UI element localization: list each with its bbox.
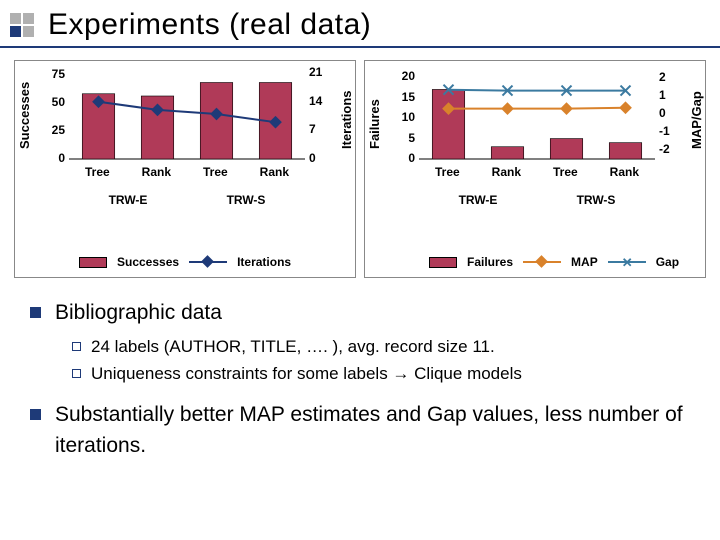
x-cat: Tree bbox=[553, 165, 578, 179]
x-group: TRW-E bbox=[69, 193, 187, 207]
bullet-1: Bibliographic data bbox=[30, 298, 690, 328]
bullets: Bibliographic data 24 labels (AUTHOR, TI… bbox=[0, 278, 720, 461]
legend-label: Failures bbox=[467, 255, 513, 269]
legend-label: Gap bbox=[656, 255, 679, 269]
x-category-labels: Tree Rank Tree Rank bbox=[419, 165, 655, 179]
bullet-square-icon bbox=[30, 409, 41, 420]
sub-bullet-1a: 24 labels (AUTHOR, TITLE, …. ), avg. rec… bbox=[72, 336, 690, 359]
bullet-2: Substantially better MAP estimates and G… bbox=[30, 400, 690, 461]
bullet-2-text: Substantially better MAP estimates and G… bbox=[55, 400, 690, 461]
charts-row: SuccessesIterations0255075071421TreeRank… bbox=[0, 60, 720, 278]
left-chart: SuccessesIterations0255075071421TreeRank… bbox=[14, 60, 356, 278]
x-group-labels: TRW-ETRW-S bbox=[69, 193, 305, 207]
legend-label: Iterations bbox=[237, 255, 291, 269]
x-group: TRW-S bbox=[537, 193, 655, 207]
x-category-labels: Tree Rank Tree Rank bbox=[69, 165, 305, 179]
x-group: TRW-E bbox=[419, 193, 537, 207]
legend: Failures MAP ✕ Gap bbox=[429, 255, 679, 269]
x-cat: Tree bbox=[435, 165, 460, 179]
x-group-labels: TRW-ETRW-S bbox=[419, 193, 655, 207]
legend-label: Successes bbox=[117, 255, 179, 269]
sub-bullet-1a-text: 24 labels (AUTHOR, TITLE, …. ), avg. rec… bbox=[91, 336, 495, 359]
slide-title: Experiments (real data) bbox=[48, 8, 371, 42]
x-cat: Rank bbox=[610, 165, 639, 179]
x-cat: Tree bbox=[85, 165, 110, 179]
bullet-square-icon bbox=[30, 307, 41, 318]
title-rule bbox=[0, 46, 720, 48]
sub-bullet-1b-text: Uniqueness constraints for some labels →… bbox=[91, 363, 522, 386]
x-cat: Rank bbox=[142, 165, 171, 179]
x-cat: Rank bbox=[492, 165, 521, 179]
legend-bar-swatch bbox=[429, 257, 457, 268]
bullet-1-text: Bibliographic data bbox=[55, 298, 222, 328]
legend-line-marker bbox=[189, 255, 227, 269]
x-group: TRW-S bbox=[187, 193, 305, 207]
legend-line-marker bbox=[523, 255, 561, 269]
logo-icon bbox=[10, 13, 34, 37]
sub-bullet-1b: Uniqueness constraints for some labels →… bbox=[72, 363, 690, 386]
bullet-open-square-icon bbox=[72, 369, 81, 378]
legend-label: MAP bbox=[571, 255, 598, 269]
legend-bar-swatch bbox=[79, 257, 107, 268]
right-chart: FailuresMAP/Gap05101520-2-1012TreeRankTr… bbox=[364, 60, 706, 278]
legend: Successes Iterations bbox=[79, 255, 291, 269]
bullet-open-square-icon bbox=[72, 342, 81, 351]
header: Experiments (real data) bbox=[0, 0, 720, 42]
x-cat: Rank bbox=[260, 165, 289, 179]
x-cat: Tree bbox=[203, 165, 228, 179]
legend-x-marker: ✕ bbox=[608, 255, 646, 269]
